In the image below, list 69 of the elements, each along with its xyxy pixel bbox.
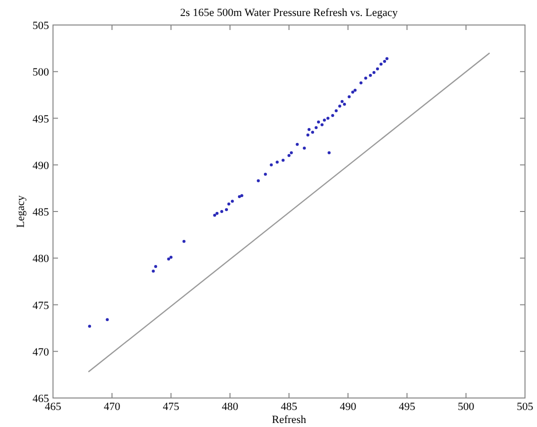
x-tick-label: 495: [398, 401, 416, 413]
point: [326, 116, 330, 120]
point: [238, 195, 241, 198]
point: [227, 202, 230, 206]
point: [106, 318, 109, 322]
point: [290, 151, 293, 154]
y-tick-label: 490: [32, 160, 50, 172]
y-axis-title: Legacy: [15, 194, 27, 228]
point: [348, 95, 351, 98]
point: [154, 265, 158, 268]
point: [288, 154, 290, 158]
point: [182, 240, 186, 243]
point: [306, 134, 310, 137]
point: [317, 120, 320, 124]
x-tick-label: 465: [44, 401, 62, 413]
point: [256, 179, 260, 182]
point: [380, 62, 383, 66]
x-tick-label: 490: [340, 401, 357, 413]
point: [338, 104, 342, 108]
y-tick-label: 505: [32, 20, 50, 32]
point: [224, 208, 228, 212]
y-tick-label: 470: [32, 346, 50, 358]
point: [311, 130, 314, 134]
point: [216, 212, 219, 215]
y-tick-label: 480: [32, 253, 50, 266]
point: [385, 57, 388, 60]
point: [351, 90, 354, 94]
y-tick-label: 495: [32, 113, 50, 126]
point: [230, 200, 234, 203]
point: [276, 160, 279, 164]
x-tick-label: 500: [458, 401, 475, 413]
x-axis-title: Refresh: [272, 414, 307, 426]
point: [364, 76, 368, 80]
point: [167, 258, 170, 261]
point: [322, 118, 326, 122]
point: [88, 324, 92, 328]
point: [264, 172, 267, 176]
x-tick-label: 485: [280, 401, 298, 413]
point: [240, 194, 244, 198]
point: [302, 146, 306, 150]
point: [372, 71, 376, 74]
point: [368, 74, 372, 77]
point: [383, 60, 386, 63]
x-tick-label: 470: [104, 401, 121, 413]
point: [213, 214, 216, 217]
point: [340, 100, 344, 103]
point: [220, 210, 224, 213]
point: [282, 158, 285, 162]
y-tick-label: 500: [32, 66, 50, 79]
point: [320, 123, 324, 126]
x-tick-label: 475: [162, 401, 180, 413]
point: [270, 163, 273, 166]
point: [296, 142, 299, 146]
point: [170, 256, 172, 259]
point: [152, 270, 155, 273]
y-tick-label: 485: [32, 206, 50, 218]
x-tick-label: 505: [516, 401, 534, 413]
point: [314, 126, 318, 130]
chart-title: 2s 165e 500m Water Pressure Refresh vs. Legacy: [180, 7, 398, 19]
point: [328, 151, 331, 154]
point: [331, 114, 334, 117]
point: [359, 81, 362, 84]
point: [354, 88, 357, 92]
point: [334, 109, 338, 112]
point: [308, 128, 311, 131]
point: [342, 102, 346, 106]
point: [376, 67, 379, 70]
y-tick-label: 475: [32, 300, 50, 312]
x-tick-label: 480: [222, 401, 239, 413]
